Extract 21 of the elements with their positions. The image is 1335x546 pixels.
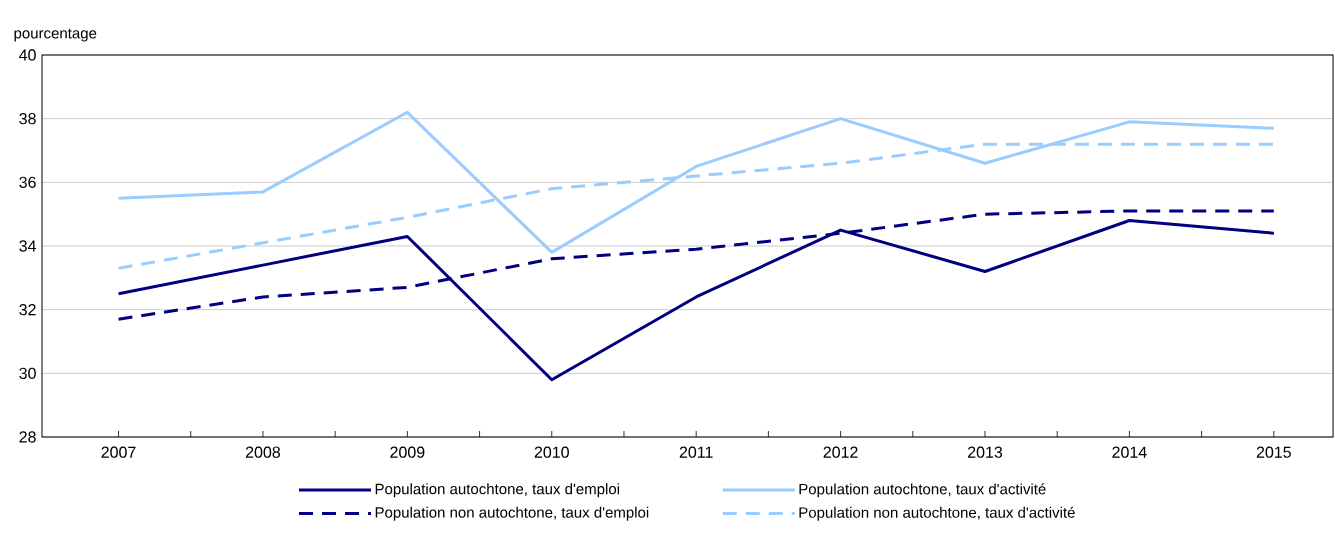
x-tick-label: 2013 (968, 446, 1003, 458)
x-tick-label: 2014 (1112, 446, 1147, 458)
legend-label: Population autochtone, taux d'activité (799, 483, 1046, 498)
x-tick-label: 2015 (1256, 446, 1291, 458)
y-tick-label: 28 (19, 431, 36, 443)
legend-label: Population autochtone, taux d'emploi (375, 483, 620, 498)
y-axis-title: pourcentage (14, 28, 97, 42)
y-tick-label: 38 (19, 113, 36, 125)
x-tick-label: 2007 (101, 446, 136, 458)
legend-label: Population non autochtone, taux d'emploi (375, 506, 649, 521)
y-tick-label: 30 (19, 367, 36, 379)
y-tick-label: 36 (19, 176, 36, 188)
y-tick-label: 40 (19, 49, 36, 61)
x-tick-label: 2010 (534, 446, 569, 458)
legend-label: Population non autochtone, taux d'activité (799, 506, 1075, 521)
x-tick-label: 2009 (390, 446, 425, 458)
x-tick-label: 2012 (823, 446, 858, 458)
y-tick-label: 32 (19, 304, 36, 316)
x-tick-label: 2011 (679, 446, 713, 458)
x-tick-label: 2008 (245, 446, 281, 458)
y-tick-label: 34 (19, 240, 36, 252)
